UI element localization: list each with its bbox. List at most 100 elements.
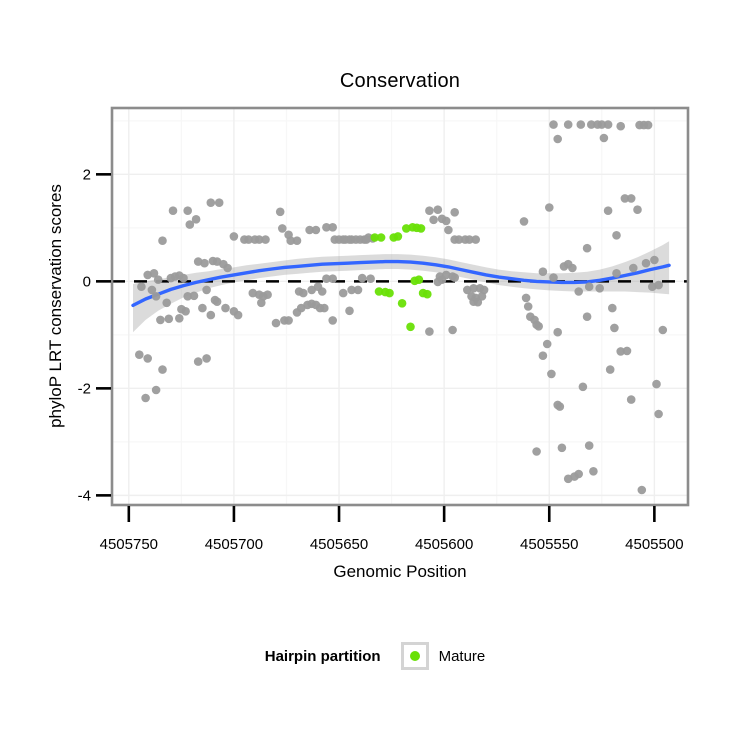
gray-data-point	[425, 206, 434, 215]
gray-data-point	[578, 382, 588, 392]
gray-data-point	[328, 316, 338, 325]
gray-data-point	[597, 120, 607, 129]
gray-data-point	[584, 441, 594, 450]
y-tick-label: -4	[78, 487, 91, 504]
gray-data-point	[284, 316, 293, 325]
gray-data-point	[595, 284, 604, 293]
gray-data-point	[286, 236, 296, 245]
mature-data-point	[397, 299, 407, 308]
gray-data-point	[261, 235, 270, 244]
gray-data-point	[549, 273, 558, 282]
gray-data-point	[322, 274, 331, 284]
gray-data-point	[164, 314, 174, 324]
gray-data-point	[616, 121, 625, 131]
gray-data-point	[545, 203, 554, 212]
x-tick-label: 4505550	[520, 536, 578, 553]
gray-data-point	[429, 215, 438, 225]
gray-data-point	[278, 224, 287, 233]
gray-data-point	[149, 269, 159, 278]
gray-data-point	[158, 365, 167, 374]
gray-data-point	[328, 274, 338, 284]
gray-data-point	[168, 206, 178, 215]
gray-data-point	[557, 443, 567, 453]
x-tick-label: 4505700	[205, 536, 263, 553]
gray-data-point	[206, 310, 216, 320]
mature-dot-icon	[409, 651, 420, 661]
gray-data-point	[244, 235, 253, 244]
gray-data-point	[612, 269, 621, 278]
y-tick-label: -2	[78, 380, 91, 397]
gray-data-point	[185, 220, 195, 229]
mature-data-point	[423, 289, 432, 299]
gray-data-point	[254, 235, 264, 244]
gray-data-point	[275, 207, 285, 217]
gray-data-point	[568, 263, 577, 273]
gray-data-point	[292, 236, 302, 245]
y-axis-label: phyloP LRT conservation scores	[46, 184, 65, 428]
gray-data-point	[519, 217, 529, 226]
mature-data-point	[406, 322, 415, 332]
gray-data-point	[650, 255, 659, 265]
gray-data-point	[147, 285, 157, 295]
gray-data-point	[523, 302, 533, 311]
gray-data-point	[603, 206, 613, 215]
mature-data-point	[414, 275, 424, 285]
gray-data-point	[563, 474, 573, 484]
gray-data-point	[563, 120, 573, 129]
gray-data-point	[626, 395, 636, 404]
gray-data-point	[353, 285, 363, 295]
legend-label-mature: Mature	[438, 647, 486, 665]
gray-data-point	[162, 298, 171, 308]
gray-data-point	[538, 267, 548, 277]
gray-data-point	[137, 282, 146, 292]
mature-data-point	[374, 287, 384, 296]
gray-data-point	[198, 303, 207, 313]
gray-data-point	[221, 303, 230, 313]
gray-data-point	[317, 287, 327, 296]
gray-data-point	[425, 327, 434, 336]
gray-data-point	[610, 323, 619, 333]
confidence-band	[133, 241, 670, 333]
gray-data-point	[357, 273, 367, 283]
gray-data-point	[305, 225, 314, 235]
gray-data-point	[202, 354, 211, 363]
gray-data-point	[450, 273, 460, 282]
gray-data-point	[555, 402, 565, 411]
gray-data-point	[465, 235, 474, 244]
gray-data-point	[620, 194, 630, 203]
mature-data-point	[376, 233, 386, 242]
gray-data-point	[599, 133, 609, 143]
gray-data-point	[156, 315, 165, 325]
gray-data-point	[576, 120, 586, 129]
gray-data-point	[189, 291, 199, 301]
gray-data-point	[322, 223, 331, 232]
gray-data-point	[151, 292, 161, 301]
mature-data-point	[370, 233, 380, 242]
gray-data-point	[654, 280, 663, 290]
gray-data-point	[603, 120, 613, 129]
gray-data-point	[629, 263, 638, 273]
gray-data-point	[574, 469, 583, 479]
x-tick-label: 4505650	[310, 536, 368, 553]
gray-data-point	[584, 282, 594, 292]
gray-data-point	[633, 205, 642, 214]
x-tick-label: 4505600	[415, 536, 473, 553]
gray-data-point	[622, 346, 632, 356]
gray-data-point	[433, 205, 443, 214]
gray-data-point	[534, 322, 543, 331]
panel-border	[110, 106, 690, 507]
gray-data-point	[471, 235, 481, 244]
gray-data-point	[214, 198, 224, 207]
gray-data-point	[191, 215, 201, 224]
gray-data-point	[143, 354, 152, 363]
gray-data-point	[177, 304, 186, 314]
plot-title: Conservation	[339, 70, 461, 92]
gray-data-point	[141, 393, 150, 403]
gray-data-point	[179, 273, 188, 283]
mature-data-point	[393, 232, 403, 241]
gray-data-point	[547, 369, 556, 379]
gray-data-point	[257, 298, 266, 308]
gray-data-point	[229, 232, 239, 241]
gray-data-point	[553, 134, 562, 144]
